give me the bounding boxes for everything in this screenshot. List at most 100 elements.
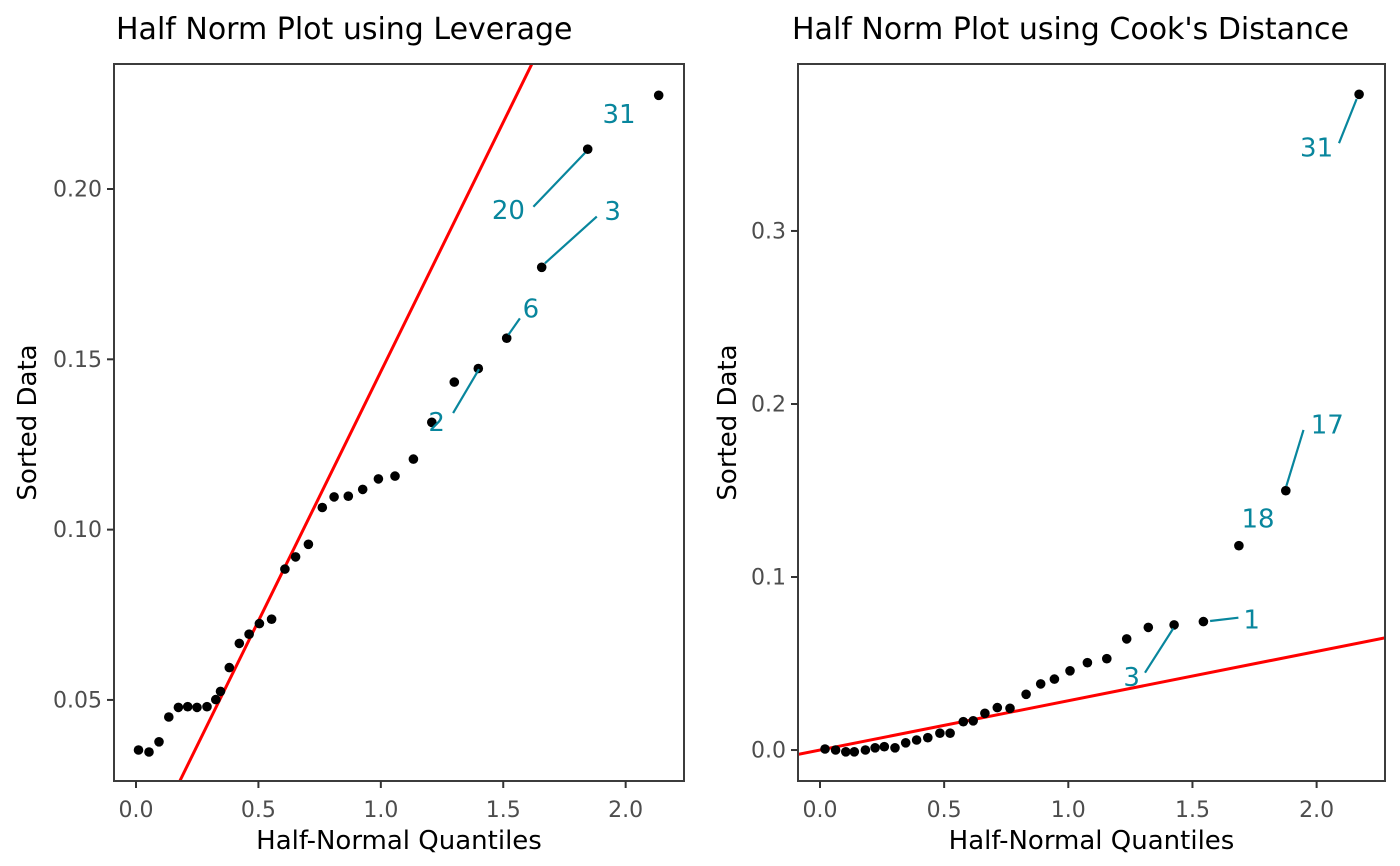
point-label: 20 xyxy=(492,196,525,226)
annotation-leader-line xyxy=(1337,98,1358,144)
data-point xyxy=(164,712,174,722)
x-tick-label: 2.0 xyxy=(1299,798,1334,823)
x-tick-label: 2.0 xyxy=(608,798,643,823)
data-point xyxy=(841,747,851,757)
data-point xyxy=(980,708,990,719)
point-label: 6 xyxy=(523,294,540,324)
data-point xyxy=(317,502,328,513)
data-point xyxy=(224,662,235,673)
y-tick-label: 0.15 xyxy=(53,348,102,373)
data-point xyxy=(357,484,368,495)
x-tick-label: 0.0 xyxy=(803,798,838,823)
data-point xyxy=(234,638,245,649)
annotation-leader-line xyxy=(1285,429,1305,487)
data-point xyxy=(343,491,354,502)
data-point xyxy=(830,745,841,755)
reference-line xyxy=(178,64,534,781)
annotation-leader-line xyxy=(532,152,586,208)
y-tick-label: 0.05 xyxy=(53,688,102,713)
data-point xyxy=(1065,666,1075,676)
data-point xyxy=(290,552,301,562)
data-point xyxy=(1354,89,1364,100)
data-point xyxy=(373,474,384,484)
data-point xyxy=(1169,620,1179,630)
panel-border xyxy=(797,63,1386,782)
data-point xyxy=(280,564,290,574)
data-point xyxy=(870,743,880,753)
x-tick-label: 1.0 xyxy=(363,798,398,823)
x-axis-label: Half-Normal Quantiles xyxy=(256,826,542,856)
y-tick-label: 0.20 xyxy=(53,177,102,202)
data-point xyxy=(329,492,339,502)
data-point xyxy=(1049,674,1060,684)
data-point xyxy=(935,728,945,738)
data-point xyxy=(1198,616,1209,627)
point-label: 3 xyxy=(604,197,621,227)
data-point xyxy=(211,694,221,705)
data-point xyxy=(879,741,890,752)
data-point xyxy=(244,629,254,639)
data-point xyxy=(173,702,184,713)
annotation-leader-line xyxy=(452,368,480,414)
data-point xyxy=(1121,634,1132,644)
data-point xyxy=(408,454,419,464)
x-tick-label: 1.5 xyxy=(1175,798,1210,823)
annotation-leader-line xyxy=(544,215,598,265)
data-point xyxy=(182,701,193,712)
y-axis-label: Sorted Data xyxy=(713,344,743,500)
data-point xyxy=(890,743,900,753)
data-point xyxy=(923,732,933,743)
point-label: 2 xyxy=(428,408,445,438)
data-point xyxy=(900,738,911,748)
y-tick-label: 0.10 xyxy=(53,518,102,543)
data-point xyxy=(390,471,400,481)
x-tick-label: 0.0 xyxy=(119,798,154,823)
data-point xyxy=(427,417,437,428)
x-tick-label: 0.5 xyxy=(241,798,276,823)
data-point xyxy=(449,377,460,387)
point-label: 17 xyxy=(1311,411,1344,441)
data-point xyxy=(215,686,226,697)
annotation-leader-line xyxy=(507,317,521,336)
y-tick-label: 0.1 xyxy=(751,565,786,590)
data-point xyxy=(992,702,1003,713)
data-point xyxy=(1005,703,1015,714)
data-point xyxy=(202,701,212,712)
point-label: 31 xyxy=(1300,134,1333,164)
data-point xyxy=(911,735,922,745)
data-point xyxy=(473,363,484,374)
data-point xyxy=(582,144,593,154)
data-point xyxy=(958,716,969,727)
y-tick-label: 0.0 xyxy=(751,739,786,764)
y-tick-label: 0.3 xyxy=(751,219,786,244)
annotation-leader-line xyxy=(1144,627,1175,674)
data-point xyxy=(968,716,978,726)
data-point xyxy=(1281,485,1291,496)
data-point xyxy=(501,333,512,344)
data-point xyxy=(1143,622,1154,633)
panel-title: Half Norm Plot using Leverage xyxy=(116,12,572,47)
data-point xyxy=(266,614,277,624)
point-label: 1 xyxy=(1243,605,1260,635)
data-point xyxy=(1035,679,1046,689)
data-point xyxy=(154,737,164,747)
data-point xyxy=(254,618,265,629)
y-axis-label: Sorted Data xyxy=(13,344,43,500)
data-point xyxy=(536,262,547,273)
data-point xyxy=(860,745,871,755)
panel-title: Half Norm Plot using Cook's Distance xyxy=(792,12,1349,47)
annotation-leader-line xyxy=(1209,616,1239,623)
data-point xyxy=(849,747,860,757)
data-point xyxy=(1021,689,1031,700)
x-tick-label: 0.5 xyxy=(927,798,962,823)
data-point xyxy=(653,90,664,101)
data-point xyxy=(1102,653,1112,664)
point-label: 3 xyxy=(1123,663,1140,693)
y-tick-label: 0.2 xyxy=(751,392,786,417)
data-point xyxy=(133,745,144,755)
data-point xyxy=(1234,540,1244,551)
panel-leverage: 2 6 3 20 31 0.0 0.5 1.0 1.5 2.0 0.05 0.10 0.15 0.20 Ha… xyxy=(13,12,685,856)
